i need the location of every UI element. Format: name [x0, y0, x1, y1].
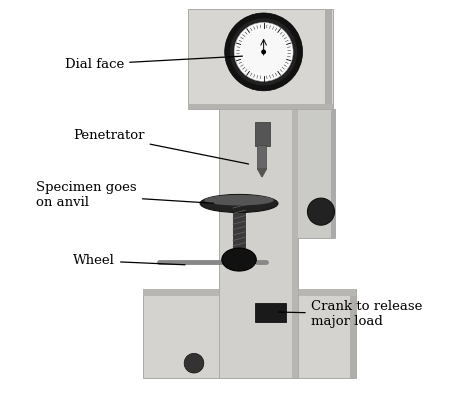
Circle shape: [225, 13, 302, 91]
Ellipse shape: [204, 195, 274, 206]
Bar: [350, 289, 356, 378]
Circle shape: [234, 23, 293, 81]
Bar: [325, 9, 332, 109]
Circle shape: [184, 353, 204, 373]
Ellipse shape: [200, 194, 278, 212]
Bar: [257, 145, 266, 169]
Text: Wheel: Wheel: [73, 254, 185, 267]
Ellipse shape: [222, 248, 256, 271]
Bar: [233, 203, 245, 257]
Text: Penetrator: Penetrator: [73, 129, 249, 164]
Bar: [143, 289, 356, 296]
Bar: [219, 107, 299, 378]
Bar: [292, 107, 299, 378]
Circle shape: [261, 49, 266, 54]
Circle shape: [230, 18, 297, 85]
Text: Dial face: Dial face: [65, 56, 242, 71]
Text: Crank to release
major load: Crank to release major load: [279, 300, 422, 328]
Text: Specimen goes
on anvil: Specimen goes on anvil: [36, 181, 214, 209]
Bar: [188, 104, 333, 109]
Bar: [292, 109, 335, 238]
Bar: [255, 122, 270, 146]
Bar: [143, 289, 356, 378]
Circle shape: [308, 198, 335, 225]
Polygon shape: [257, 169, 266, 177]
Bar: [331, 109, 336, 238]
Bar: [188, 9, 333, 109]
Bar: [255, 302, 286, 322]
